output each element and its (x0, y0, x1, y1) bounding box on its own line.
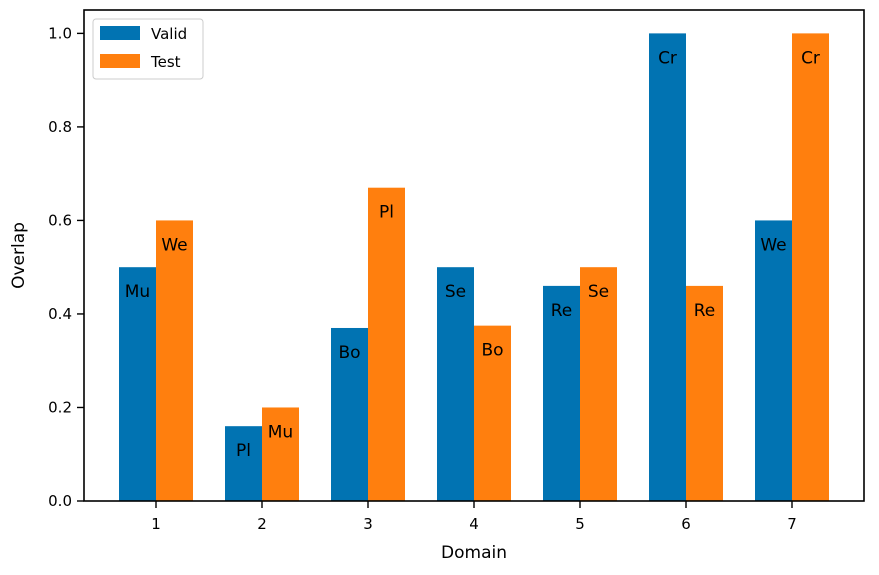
y-tick-label: 1.0 (48, 24, 72, 42)
x-tick-label: 6 (681, 515, 691, 533)
bar-test-2 (262, 407, 299, 501)
x-tick-label: 5 (575, 515, 585, 533)
y-tick-label: 0.0 (48, 492, 72, 510)
bar-label-test-2: Mu (268, 422, 293, 442)
bar-test-6 (686, 285, 723, 501)
bar-valid-7 (755, 220, 792, 501)
x-tick-label: 2 (257, 515, 267, 533)
bar-label-valid-6: Cr (658, 48, 677, 68)
bar-label-test-5: Se (588, 282, 609, 302)
bar-test-4 (474, 325, 511, 501)
bar-label-valid-2: Pl (236, 441, 251, 461)
bar-test-3 (368, 187, 405, 501)
x-axis-title: Domain (441, 543, 507, 563)
y-axis-title: Overlap (9, 222, 29, 289)
bar-valid-5 (543, 285, 580, 501)
x-tick-label: 1 (151, 515, 161, 533)
bar-label-test-1: We (161, 235, 187, 255)
bar-test-7 (792, 33, 829, 501)
y-axis: 0.0 0.2 0.4 0.6 0.8 1.0 (48, 24, 84, 510)
x-axis: 1 2 3 4 5 6 7 (151, 501, 797, 533)
bar-valid-4 (437, 267, 474, 501)
bar-label-valid-5: Re (551, 301, 573, 321)
x-tick-label: 7 (787, 515, 797, 533)
bar-label-valid-7: We (760, 235, 786, 255)
bar-test-1 (156, 220, 193, 501)
bar-label-valid-3: Bo (338, 343, 360, 363)
bar-valid-6 (649, 33, 686, 501)
bars-layer (119, 33, 829, 501)
y-tick-label: 0.8 (48, 118, 72, 136)
legend-label-valid: Valid (151, 25, 187, 43)
legend-label-test: Test (150, 53, 181, 71)
y-tick-label: 0.4 (48, 305, 72, 323)
x-tick-label: 3 (363, 515, 373, 533)
bar-label-valid-4: Se (445, 282, 466, 302)
y-tick-label: 0.6 (48, 211, 72, 229)
bar-valid-1 (119, 267, 156, 501)
bar-test-5 (580, 267, 617, 501)
bar-valid-3 (331, 327, 368, 501)
bar-labels-layer: Mu Pl Bo Se Re Cr We We Mu Pl Bo Se Re Cr (125, 48, 820, 461)
bar-label-test-6: Re (694, 301, 716, 321)
bar-label-test-3: Pl (379, 203, 394, 223)
bar-valid-2 (225, 426, 262, 501)
y-tick-label: 0.2 (48, 398, 72, 416)
bar-label-valid-1: Mu (125, 282, 150, 302)
x-tick-label: 4 (469, 515, 479, 533)
bar-label-test-4: Bo (481, 341, 503, 361)
legend-swatch-valid (100, 26, 140, 40)
legend-swatch-test (100, 54, 140, 68)
legend: Valid Test (92, 18, 204, 80)
bar-label-test-7: Cr (801, 48, 820, 68)
